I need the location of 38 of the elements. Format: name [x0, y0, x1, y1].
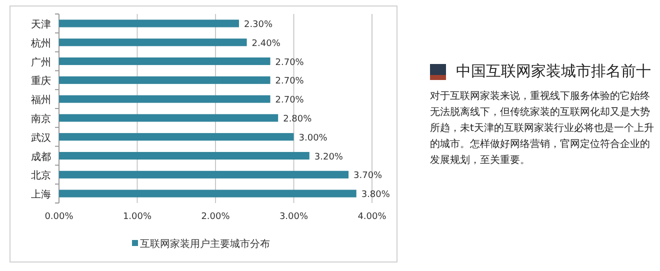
data-label: 2.70% — [275, 96, 304, 106]
bar — [59, 38, 247, 46]
y-tick-label: 天津 — [31, 18, 51, 30]
x-tick-label: 4.00% — [358, 212, 387, 222]
bar — [59, 57, 270, 66]
x-tick-label: 3.00% — [279, 212, 308, 222]
y-tick-label: 福州 — [31, 94, 51, 106]
y-tick-label: 武汉 — [31, 132, 51, 144]
data-label: 2.40% — [252, 38, 281, 49]
y-tick-label: 上海 — [31, 188, 51, 201]
data-label: 3.00% — [298, 133, 328, 144]
text: 对于互联网家装来说，重视线下服务体验的它始终无法脱离线下，但传统家装的互联网化却又是大势所趋，未t天津的互联网家装行业必将也是一个上升的城市。怎样做好网络营销，官网定位符合企业的发展规划，至关重要。 — [430, 90, 655, 168]
y-tick-label: 成都 — [31, 150, 51, 163]
x-tick-label: 2.00% — [201, 212, 230, 222]
y-tick-label: 重庆 — [31, 75, 51, 88]
data-label: 3.80% — [361, 190, 390, 200]
bar — [59, 152, 310, 160]
x-tick-label: 1.00% — [122, 212, 152, 222]
text: 中国互联网家装城市排名前十 — [456, 62, 651, 81]
data-label: 3.70% — [354, 171, 383, 182]
data-label: 2.30% — [244, 20, 274, 30]
bar — [59, 76, 270, 84]
legend-label: 互联网家装用户主要城市分布 — [140, 238, 270, 250]
x-tick-label: 0.00% — [44, 212, 74, 222]
bar — [59, 133, 294, 141]
y-tick-label: 南京 — [31, 112, 51, 125]
data-label: 2.70% — [275, 76, 304, 87]
y-tick-label: 杭州 — [30, 37, 51, 50]
bar — [59, 20, 239, 28]
data-label: 2.80% — [283, 114, 312, 124]
data-label: 2.70% — [275, 58, 304, 68]
y-tick-label: 广州 — [31, 56, 51, 68]
data-label: 3.20% — [314, 152, 344, 162]
bar — [59, 190, 356, 198]
bar — [59, 114, 278, 122]
y-tick-label: 北京 — [31, 170, 51, 182]
bar — [59, 170, 349, 178]
bar — [59, 95, 270, 103]
